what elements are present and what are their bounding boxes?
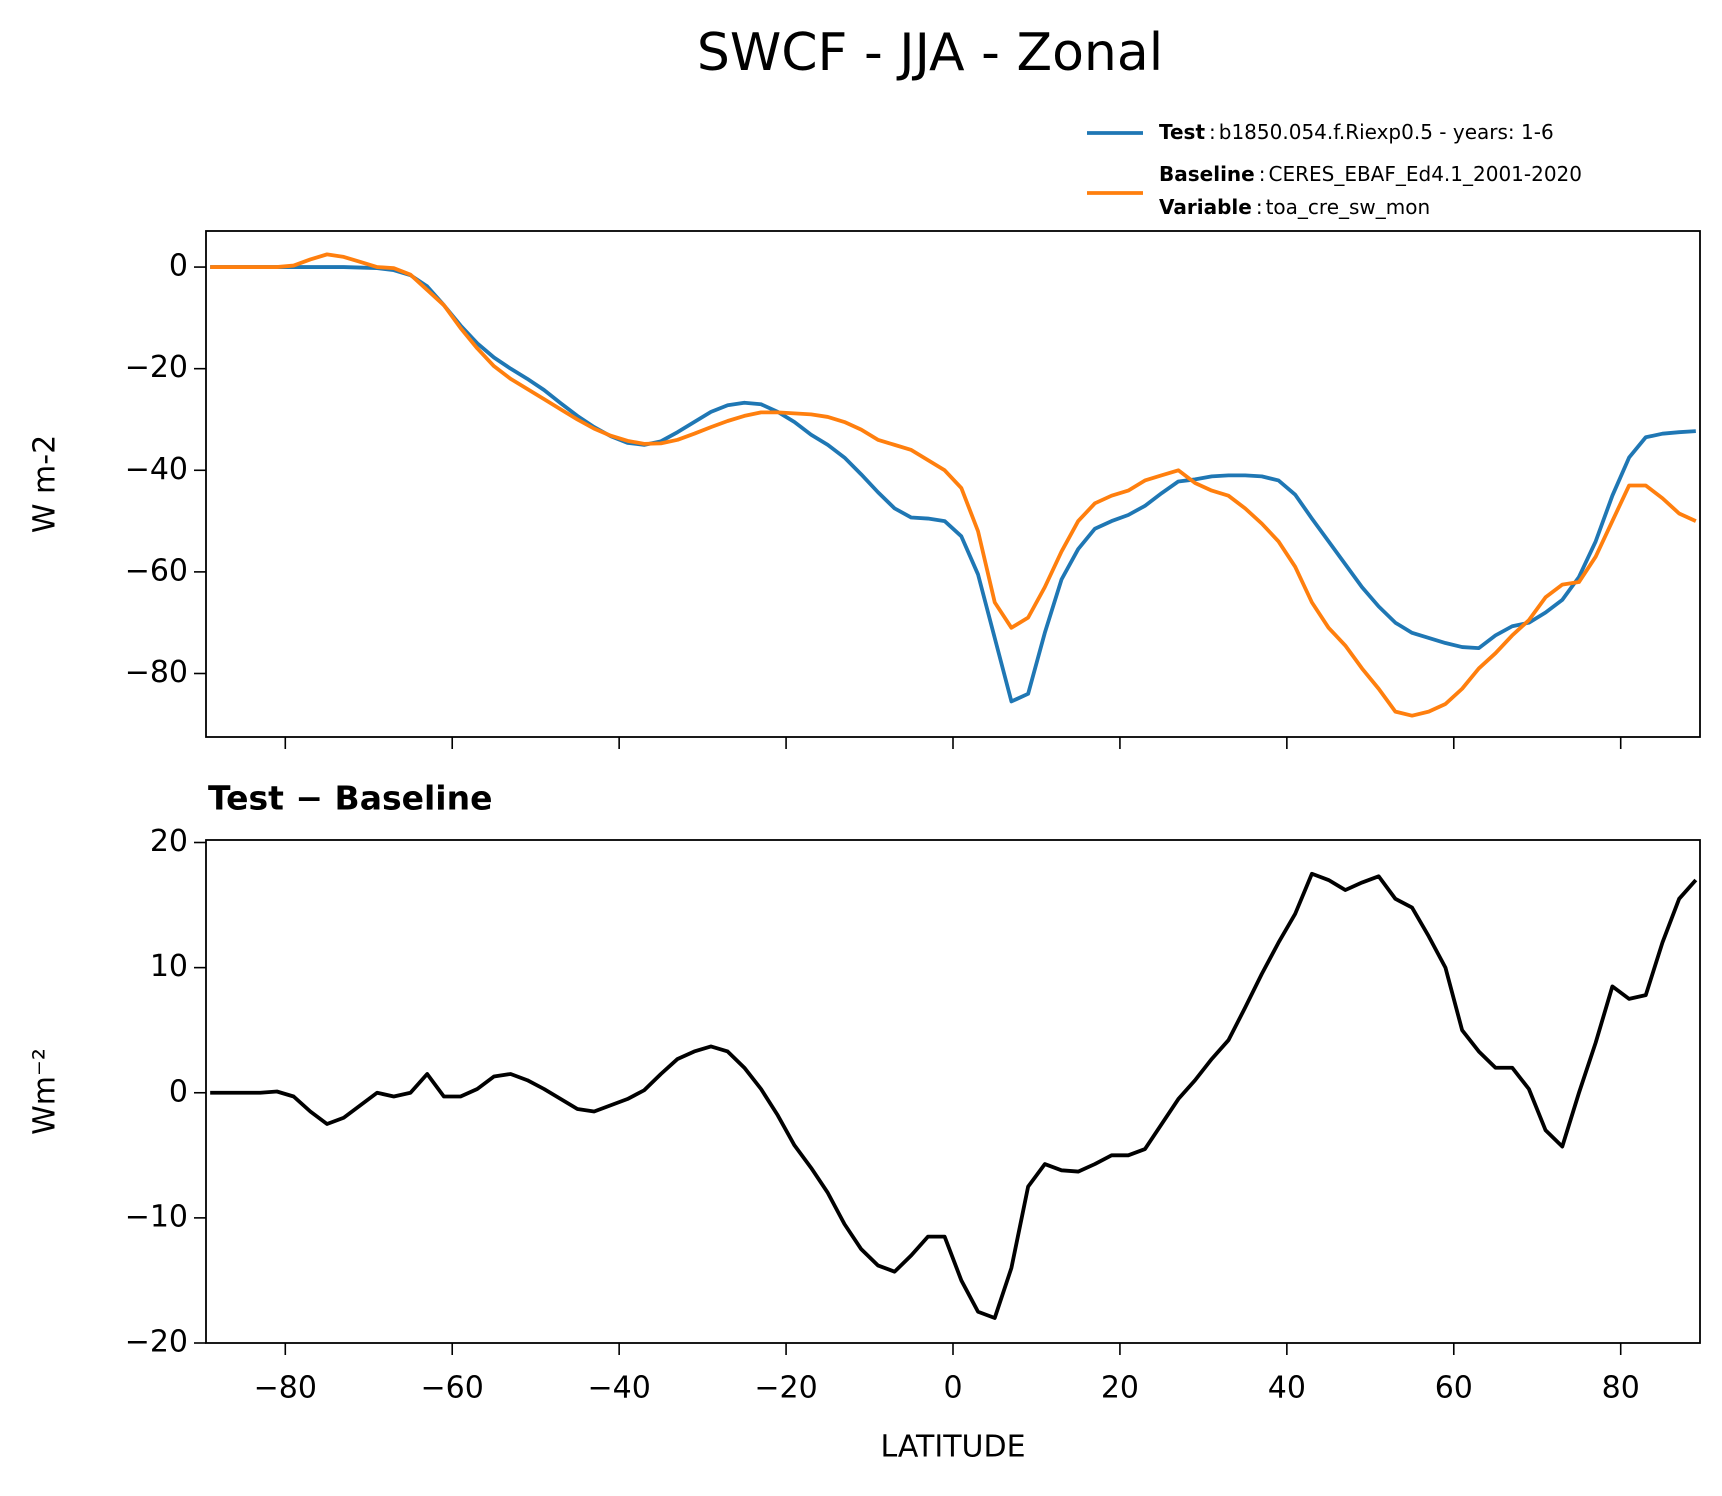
y-tick-label: 20 [150,824,188,859]
x-tick-label: −20 [754,1371,817,1406]
legend-separator: : [1209,120,1216,144]
y-tick-label: 10 [150,949,188,984]
legend-description: CERES_EBAF_Ed4.1_2001-2020 [1268,162,1582,186]
y-tick-label: −60 [125,553,188,588]
x-tick-label: −60 [421,1371,484,1406]
legend-entry: Test: b1850.054.f.Riexp0.5 - years: 1-6 [1159,120,1554,144]
legend-entry: Baseline: CERES_EBAF_Ed4.1_2001-2020 [1159,162,1582,186]
axes-title: Test − Baseline [208,779,493,818]
y-axis-label: W m-2 [28,435,63,533]
x-tick-label: 0 [943,1371,962,1406]
figure-title: SWCF - JJA - Zonal [697,23,1163,83]
legend-separator: : [1259,162,1266,186]
y-tick-label: −40 [125,452,188,487]
legend-description: b1850.054.f.Riexp0.5 - years: 1-6 [1219,120,1554,144]
legend-entry: Variable: toa_cre_sw_mon [1159,195,1430,219]
legend-name: Test [1159,120,1205,144]
y-tick-label: −20 [125,1325,188,1360]
y-tick-label: 0 [169,1074,188,1109]
y-axis-label: Wm⁻² [28,1048,63,1135]
x-tick-label: 40 [1268,1371,1306,1406]
y-tick-label: −80 [125,655,188,690]
axes-frame [205,839,1701,1344]
legend-name: Baseline [1159,162,1255,186]
x-tick-label: −80 [254,1371,317,1406]
data-line [210,252,1697,718]
x-tick-label: −40 [587,1371,650,1406]
axes-frame [205,230,1701,738]
legend-name: Variable [1159,195,1252,219]
y-tick-label: −20 [125,350,188,385]
x-tick-label: 60 [1435,1371,1473,1406]
legend-description: toa_cre_sw_mon [1266,195,1431,219]
data-line [210,265,1696,704]
x-tick-label: 80 [1602,1371,1640,1406]
x-tick-label: 20 [1101,1371,1139,1406]
y-tick-label: −10 [125,1199,188,1234]
data-line [210,871,1698,1320]
legend-separator: : [1256,195,1263,219]
x-axis-label: LATITUDE [880,1430,1025,1465]
y-tick-label: 0 [169,249,188,284]
